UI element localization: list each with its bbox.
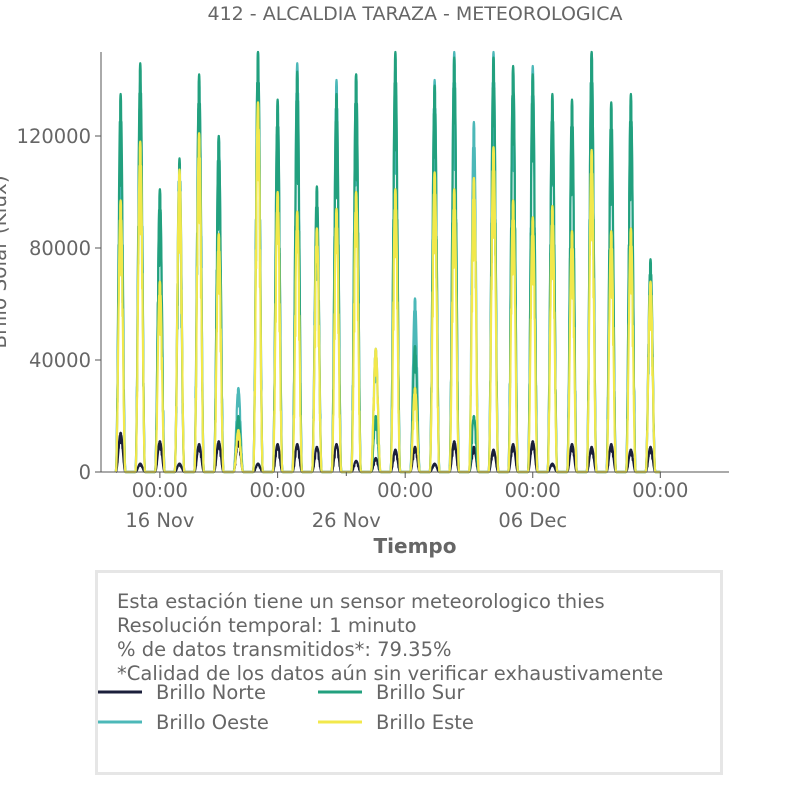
x-tick-label-date: 06 Dec (498, 509, 567, 532)
y-axis-ticks: 0 40000 80000 120000 (17, 125, 101, 484)
legend-label-brillo-sur: Brillo Sur (376, 681, 466, 704)
legend: Brillo Norte Brillo Sur Brillo Oeste Bri… (98, 681, 474, 734)
legend-label-brillo-este: Brillo Este (376, 711, 474, 734)
x-tick-label-time: 00:00 (632, 479, 688, 502)
series-line-brillo-norte (114, 431, 661, 474)
x-tick-label-time: 00:00 (250, 479, 306, 502)
x-axis-ticks: 00:00 16 Nov 00:00 26 Nov 00:00 00:00 06 Dec 00… (125, 472, 688, 532)
info-box: Esta estación tiene un sensor meteorolog… (95, 570, 723, 775)
legend-item-brillo-oeste[interactable]: Brillo Oeste (98, 711, 269, 734)
info-line-station: Esta estación tiene un sensor meteorolog… (117, 590, 605, 613)
legend-label-brillo-norte: Brillo Norte (156, 681, 266, 704)
x-tick-label-time: 00:00 (377, 479, 433, 502)
y-tick-label: 120000 (17, 125, 91, 148)
chart-title: 412 - ALCALDIA TARAZA - METEOROLOGICA (208, 3, 623, 25)
info-line-transmitted: % de datos transmitidos*: 79.35% (117, 638, 452, 661)
info-box-frame (95, 570, 723, 775)
x-tick-label-date: 16 Nov (125, 509, 194, 532)
x-tick-label-date: 26 Nov (312, 509, 381, 532)
info-line-resolution: Resolución temporal: 1 minuto (117, 614, 417, 637)
series-layer (114, 50, 661, 474)
y-tick-label: 0 (79, 461, 91, 484)
x-axis-label: Tiempo (374, 534, 457, 558)
legend-label-brillo-oeste: Brillo Oeste (156, 711, 269, 734)
y-tick-label: 80000 (29, 237, 91, 260)
plot-area: 0 40000 80000 120000 00:00 16 Nov 00:00 26 Nov… (17, 50, 729, 532)
info-line-quality: *Calidad de los datos aún sin verificar … (117, 662, 663, 685)
series-line-brillo-este (114, 101, 661, 474)
y-tick-label: 40000 (29, 349, 91, 372)
x-tick-label-time: 00:00 (505, 479, 561, 502)
legend-item-brillo-sur[interactable]: Brillo Sur (318, 681, 466, 704)
x-tick-label-time: 00:00 (132, 479, 188, 502)
legend-item-brillo-norte[interactable]: Brillo Norte (98, 681, 266, 704)
legend-item-brillo-este[interactable]: Brillo Este (318, 711, 474, 734)
y-axis-label: Brillo Solar (Klux) (0, 175, 11, 348)
